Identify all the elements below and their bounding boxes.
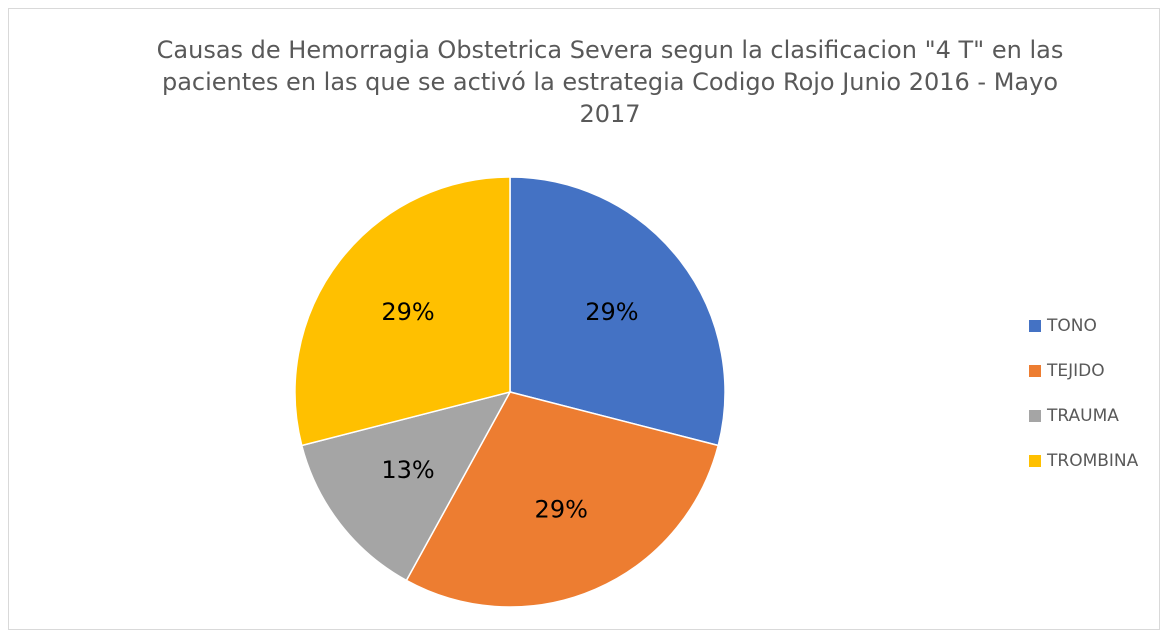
data-label: 29% (381, 298, 434, 326)
legend-swatch (1029, 320, 1041, 332)
legend-label: TRAUMA (1046, 406, 1119, 426)
legend-label: TONO (1046, 316, 1097, 336)
data-label: 29% (585, 298, 638, 326)
pie-slice (405, 391, 720, 608)
pie-slice (300, 390, 512, 582)
data-label: 13% (381, 456, 434, 484)
chart-frame (8, 8, 1160, 630)
pie-slice (294, 176, 511, 447)
legend-swatch (1029, 455, 1041, 467)
pie-slice (509, 176, 726, 447)
legend-label: TROMBINA (1046, 451, 1139, 471)
legend-swatch (1029, 365, 1041, 377)
chart-title: Causas de Hemorragia Obstetrica Severa s… (156, 36, 1064, 128)
legend-swatch (1029, 410, 1041, 422)
legend-label: TEJIDO (1046, 361, 1105, 381)
data-label: 29% (535, 495, 588, 523)
